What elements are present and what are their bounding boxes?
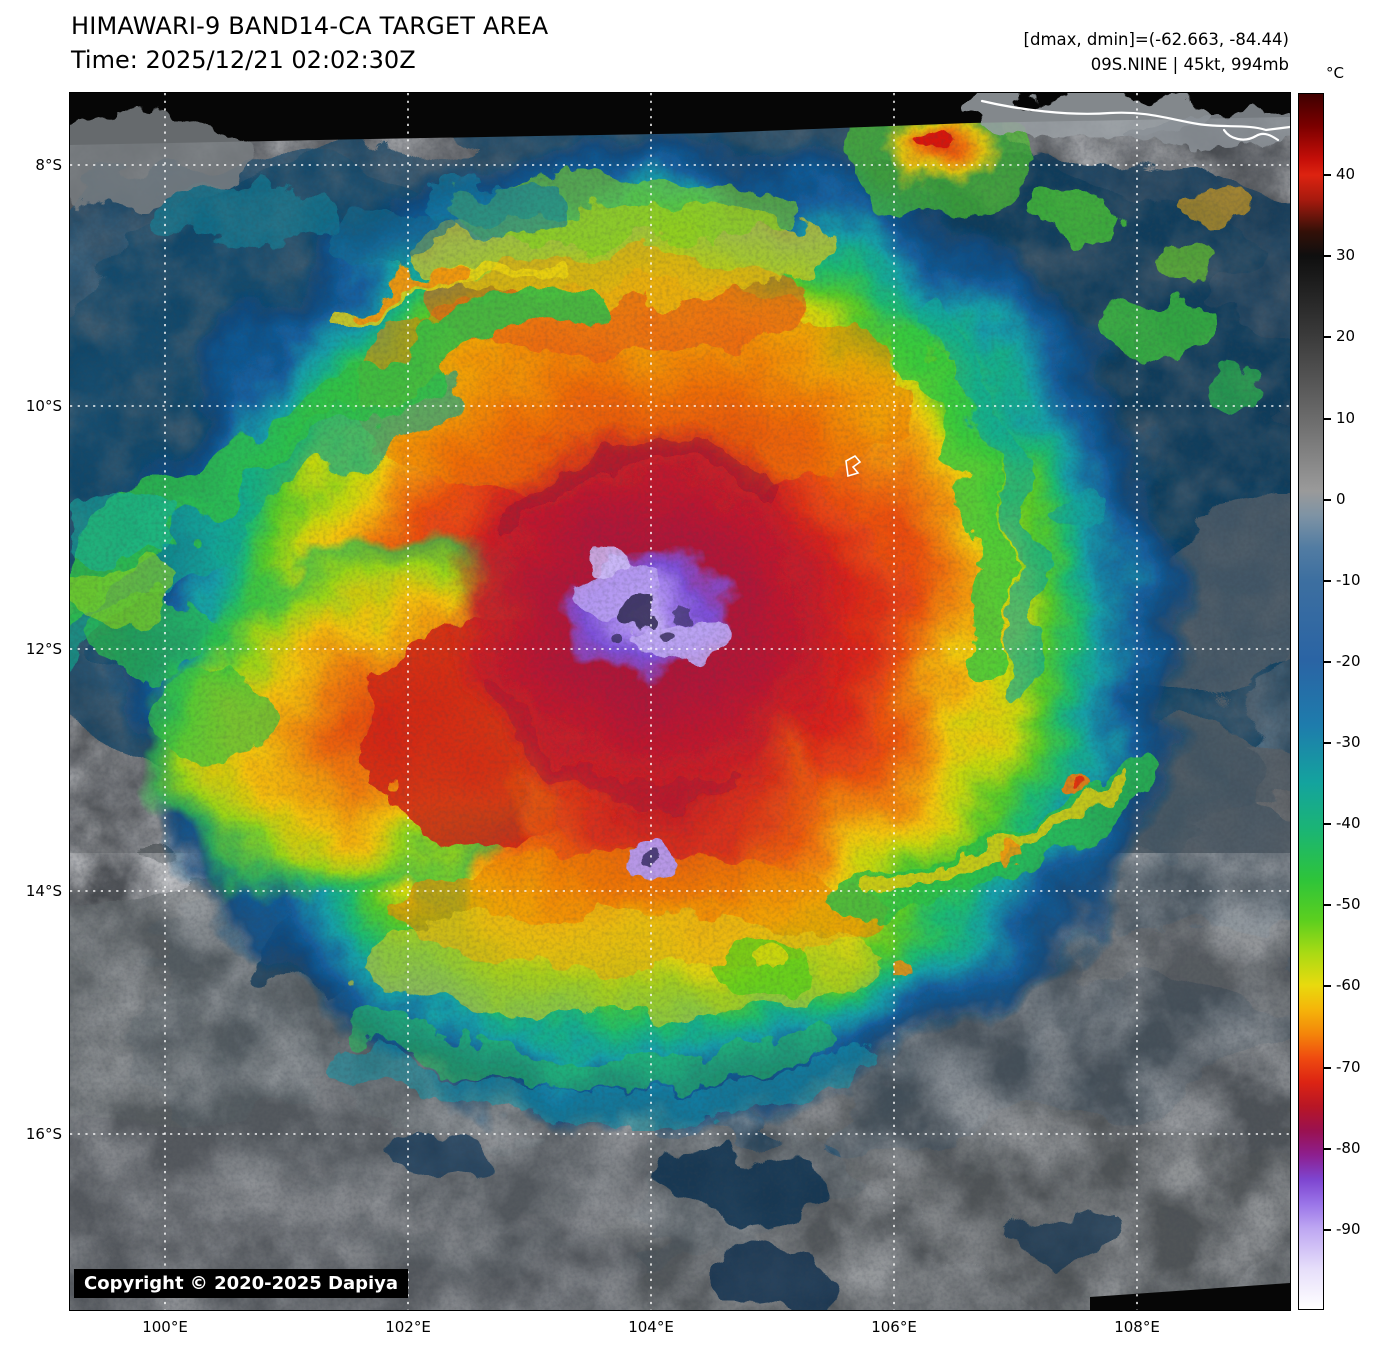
colorbar-tick-label: -50	[1336, 895, 1361, 913]
lon-tick-108e: 108°E	[1114, 1318, 1160, 1336]
colorbar-tickmark	[1324, 823, 1331, 825]
colorbar-tickmark	[1324, 174, 1331, 176]
colorbar-tick-label: -60	[1336, 976, 1361, 994]
colorbar-tick-label: 10	[1336, 409, 1356, 427]
gridlines	[70, 93, 1290, 1310]
colorbar-tick-label: -40	[1336, 814, 1361, 832]
lat-tick-10s: 10°S	[25, 397, 62, 415]
lon-tick-102e: 102°E	[385, 1318, 431, 1336]
dmax-dmin-label: [dmax, dmin]=(-62.663, -84.44)	[1023, 30, 1289, 49]
colorbar-tick: -60	[1324, 976, 1361, 994]
coastline	[980, 99, 1290, 142]
colorbar-tick: 0	[1324, 490, 1346, 508]
colorbar-tickmark	[1324, 1067, 1331, 1069]
no-data-strip-bottom	[1090, 1283, 1290, 1310]
colorbar-tickmark	[1324, 1148, 1331, 1150]
colorbar-tick: -50	[1324, 895, 1361, 913]
colorbar-tick: -70	[1324, 1058, 1361, 1076]
lon-tick-100e: 100°E	[142, 1318, 188, 1336]
colorbar-tick: -40	[1324, 814, 1361, 832]
colorbar-tick-label: -20	[1336, 652, 1361, 670]
lon-tick-106e: 106°E	[871, 1318, 917, 1336]
colorbar	[1298, 93, 1324, 1310]
colorbar-tickmark	[1324, 904, 1331, 906]
lat-tick-14s: 14°S	[25, 882, 62, 900]
colorbar-tickmark	[1324, 418, 1331, 420]
colorbar-tick-label: 40	[1336, 165, 1356, 183]
colorbar-tick: -30	[1324, 733, 1361, 751]
colorbar-tick: -80	[1324, 1139, 1361, 1157]
storm-info-label: 09S.NINE | 45kt, 994mb	[1090, 55, 1289, 74]
colorbar-tick-label: -10	[1336, 571, 1361, 589]
colorbar-tick: -20	[1324, 652, 1361, 670]
colorbar-tick: -10	[1324, 571, 1361, 589]
colorbar-tickmark	[1324, 336, 1331, 338]
colorbar-tickmark	[1324, 580, 1331, 582]
satellite-map: Copyright © 2020-2025 Dapiya	[70, 93, 1290, 1310]
top-gray-clouds	[70, 93, 1290, 203]
lat-tick-12s: 12°S	[25, 640, 62, 658]
colorbar-tickmark	[1324, 985, 1331, 987]
colorbar-tick-label: 0	[1336, 490, 1346, 508]
lon-tick-104e: 104°E	[628, 1318, 674, 1336]
colorbar-tick: 40	[1324, 165, 1356, 183]
time-label: Time: 2025/12/21 02:02:30Z	[71, 46, 416, 74]
colorbar-tick: 20	[1324, 327, 1356, 345]
colorbar-unit: °C	[1326, 64, 1344, 82]
colorbar-tick-label: -90	[1336, 1220, 1361, 1238]
colorbar-tick: -90	[1324, 1220, 1361, 1238]
ir-grain	[70, 93, 1290, 1310]
colorbar-tick-label: -30	[1336, 733, 1361, 751]
copyright-badge: Copyright © 2020-2025 Dapiya	[74, 1269, 409, 1298]
colorbar-tick-label: 20	[1336, 327, 1356, 345]
colorbar-tick: 10	[1324, 409, 1356, 427]
colorbar-tick-label: 30	[1336, 246, 1356, 264]
colorbar-tickmark	[1324, 742, 1331, 744]
analysis-contour	[845, 454, 862, 478]
colorbar-tickmark	[1324, 1229, 1331, 1231]
satellite-image	[70, 93, 1290, 1310]
lat-tick-8s: 8°S	[35, 156, 62, 174]
colorbar-tickmark	[1324, 661, 1331, 663]
colorbar-tickmark	[1324, 499, 1331, 501]
page-title: HIMAWARI-9 BAND14-CA TARGET AREA	[71, 12, 549, 40]
colorbar-tick-label: -70	[1336, 1058, 1361, 1076]
colorbar-tick: 30	[1324, 246, 1356, 264]
colorbar-tickmark	[1324, 255, 1331, 257]
lat-tick-16s: 16°S	[25, 1125, 62, 1143]
colorbar-tick-label: -80	[1336, 1139, 1361, 1157]
